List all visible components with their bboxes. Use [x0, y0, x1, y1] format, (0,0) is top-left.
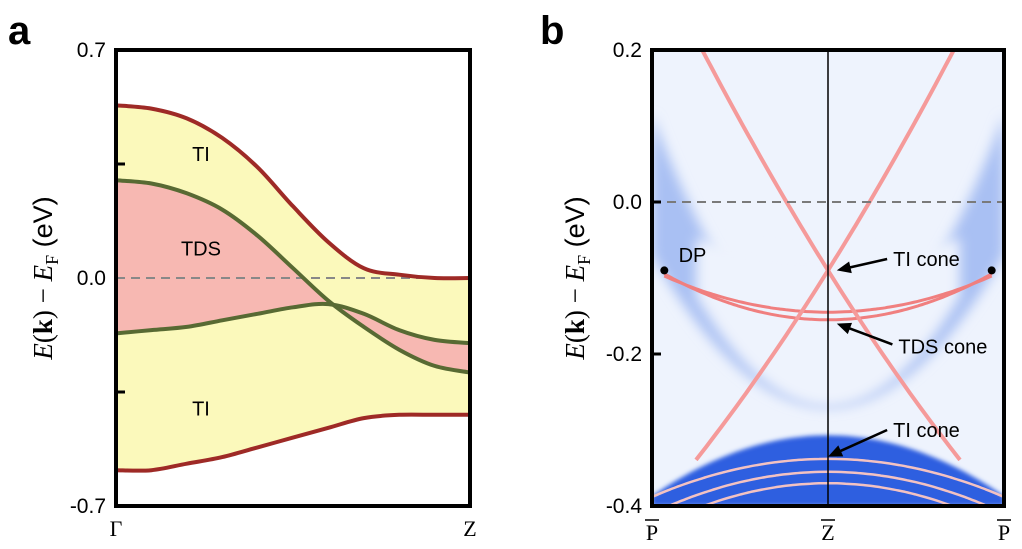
- ti-cone-arrow-lower: [828, 428, 888, 457]
- arrow-head: [836, 322, 853, 335]
- region-label-ti-lower: TI: [192, 398, 210, 420]
- region-label-ti-upper: TI: [192, 144, 210, 166]
- y-tick-label-a: 0.0: [77, 267, 106, 290]
- x-tick-label-pbar-right: P: [998, 520, 1010, 545]
- panel-b-chart: 0.2 0.0 -0.2 -0.4 P Z P DP TI cone TDS c…: [560, 39, 1011, 545]
- y-tick-label-a: 0.7: [77, 39, 106, 62]
- ti-cone-arrow-upper: [836, 257, 888, 274]
- dp-label: DP: [679, 245, 707, 267]
- ti-cone-label-lower: TI cone: [893, 420, 960, 442]
- y-tick-label-b: -0.2: [606, 343, 642, 366]
- arrow-shaft: [838, 428, 888, 453]
- x-tick-label-zbar: Z: [821, 520, 834, 545]
- plot-frame-a: [114, 48, 472, 508]
- dirac-point-marker: [660, 266, 669, 275]
- band-inner-upper: [116, 178, 470, 375]
- y-tick-label-b: 0.0: [613, 191, 642, 214]
- ti-surface-band: [694, 50, 957, 462]
- band-outer-upper: [116, 103, 470, 281]
- ti-surface-band: [699, 50, 962, 462]
- panel-b-letter: b: [540, 9, 564, 53]
- y-tick-label-a: -0.7: [70, 495, 106, 518]
- band-inner-lower: [116, 301, 470, 346]
- tds-region-fill: [116, 180, 470, 373]
- plot-frame-b: [650, 48, 1006, 508]
- dirac-point-marker: [987, 266, 996, 275]
- x-tick-label-z: Z: [463, 516, 476, 541]
- panel-a-letter: a: [8, 9, 31, 53]
- panel-a-chart: 0.7 0.0 -0.7 Γ Z TI TDS TI E(k) − EF (eV…: [28, 39, 477, 541]
- arrow-shaft: [848, 257, 888, 269]
- arrow-head: [836, 261, 852, 274]
- band-outer-lower: [116, 412, 470, 473]
- y-tick-label-b: -0.4: [606, 495, 643, 518]
- y-axis-label-a: E(k) − EF (eV): [28, 196, 62, 360]
- x-tick-label-gamma: Γ: [110, 516, 123, 541]
- arrow-shaft: [847, 326, 893, 346]
- x-tick-label-pbar-left: P: [646, 520, 658, 545]
- ti-cone-label-upper: TI cone: [893, 249, 960, 271]
- region-label-tds: TDS: [181, 239, 221, 261]
- arrow-head: [828, 445, 844, 457]
- y-tick-label-b: 0.2: [613, 39, 642, 62]
- tds-cone-label: TDS cone: [898, 336, 987, 358]
- tds-cone-arrow: [836, 322, 893, 346]
- y-axis-label-b: E(k) − EF (eV): [560, 196, 594, 360]
